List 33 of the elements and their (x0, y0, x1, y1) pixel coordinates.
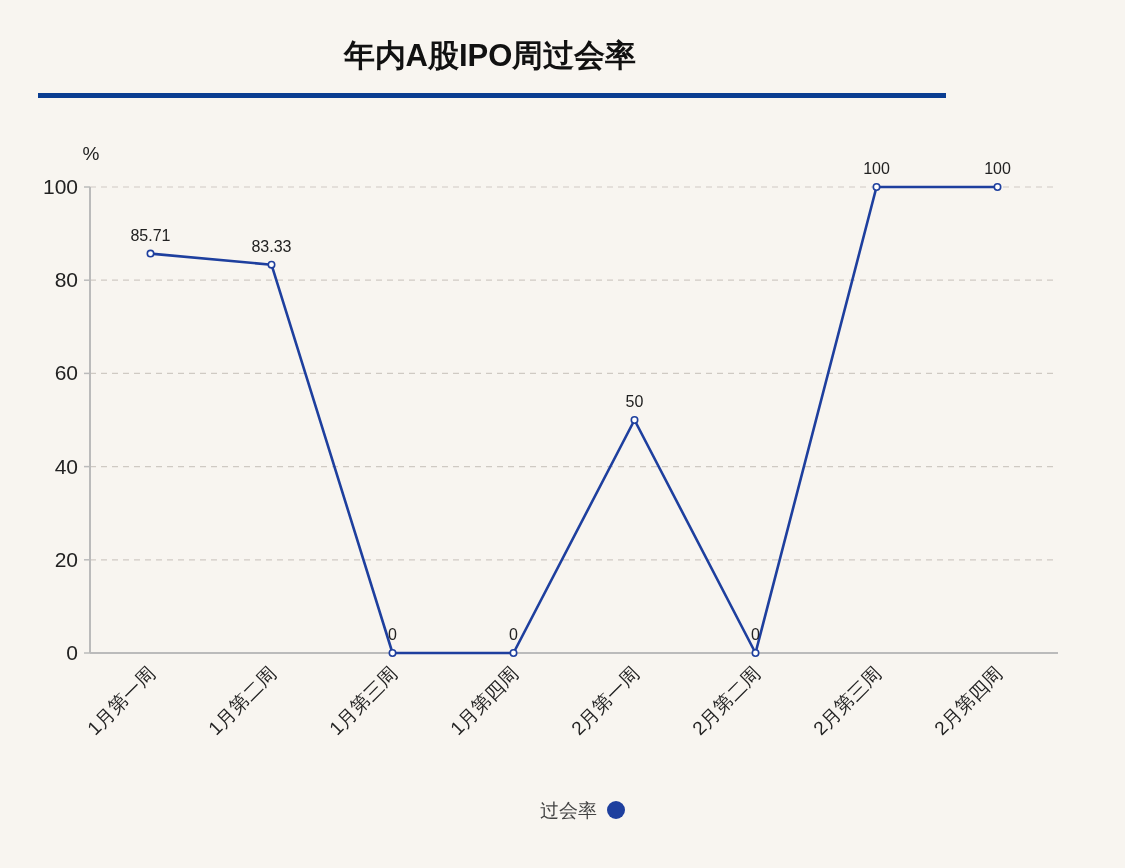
y-tick-label: 100 (42, 175, 78, 198)
data-label: 0 (509, 626, 519, 643)
x-tick-label: 1月第三周 (325, 662, 402, 740)
legend-label: 过会率 (539, 800, 597, 821)
point (872, 183, 881, 191)
point (509, 649, 518, 657)
data-label: 83.33 (251, 237, 292, 255)
y-tick-label: 20 (54, 547, 78, 571)
x-tick-label: 2月第三周 (809, 662, 886, 740)
x-tick-label: 2月第四周 (930, 662, 1007, 740)
x-tick-label: 1月第一周 (83, 662, 160, 740)
point (267, 260, 276, 269)
point (388, 649, 397, 657)
x-tick-label: 2月第一周 (567, 662, 644, 740)
data-label: 0 (388, 626, 398, 643)
point (993, 183, 1002, 191)
data-label: 0 (751, 626, 761, 643)
data-label: 85.71 (130, 226, 171, 244)
x-tick-label: 1月第四周 (446, 662, 523, 740)
y-tick-label: 80 (54, 268, 78, 292)
x-tick-label: 2月第二周 (688, 662, 765, 740)
point (630, 416, 639, 424)
data-label: 100 (863, 160, 890, 177)
point (146, 249, 155, 258)
y-tick-label: 60 (54, 361, 78, 385)
y-tick-label: 40 (54, 454, 78, 478)
y-axis-title: % (82, 143, 100, 164)
data-label: 100 (984, 160, 1011, 177)
x-tick-label: 1月第二周 (204, 662, 281, 740)
point (751, 649, 760, 657)
y-tick-label: 0 (66, 641, 78, 664)
chart-title: 年内A股IPO周过会率 (342, 38, 637, 73)
data-label: 50 (625, 393, 644, 410)
